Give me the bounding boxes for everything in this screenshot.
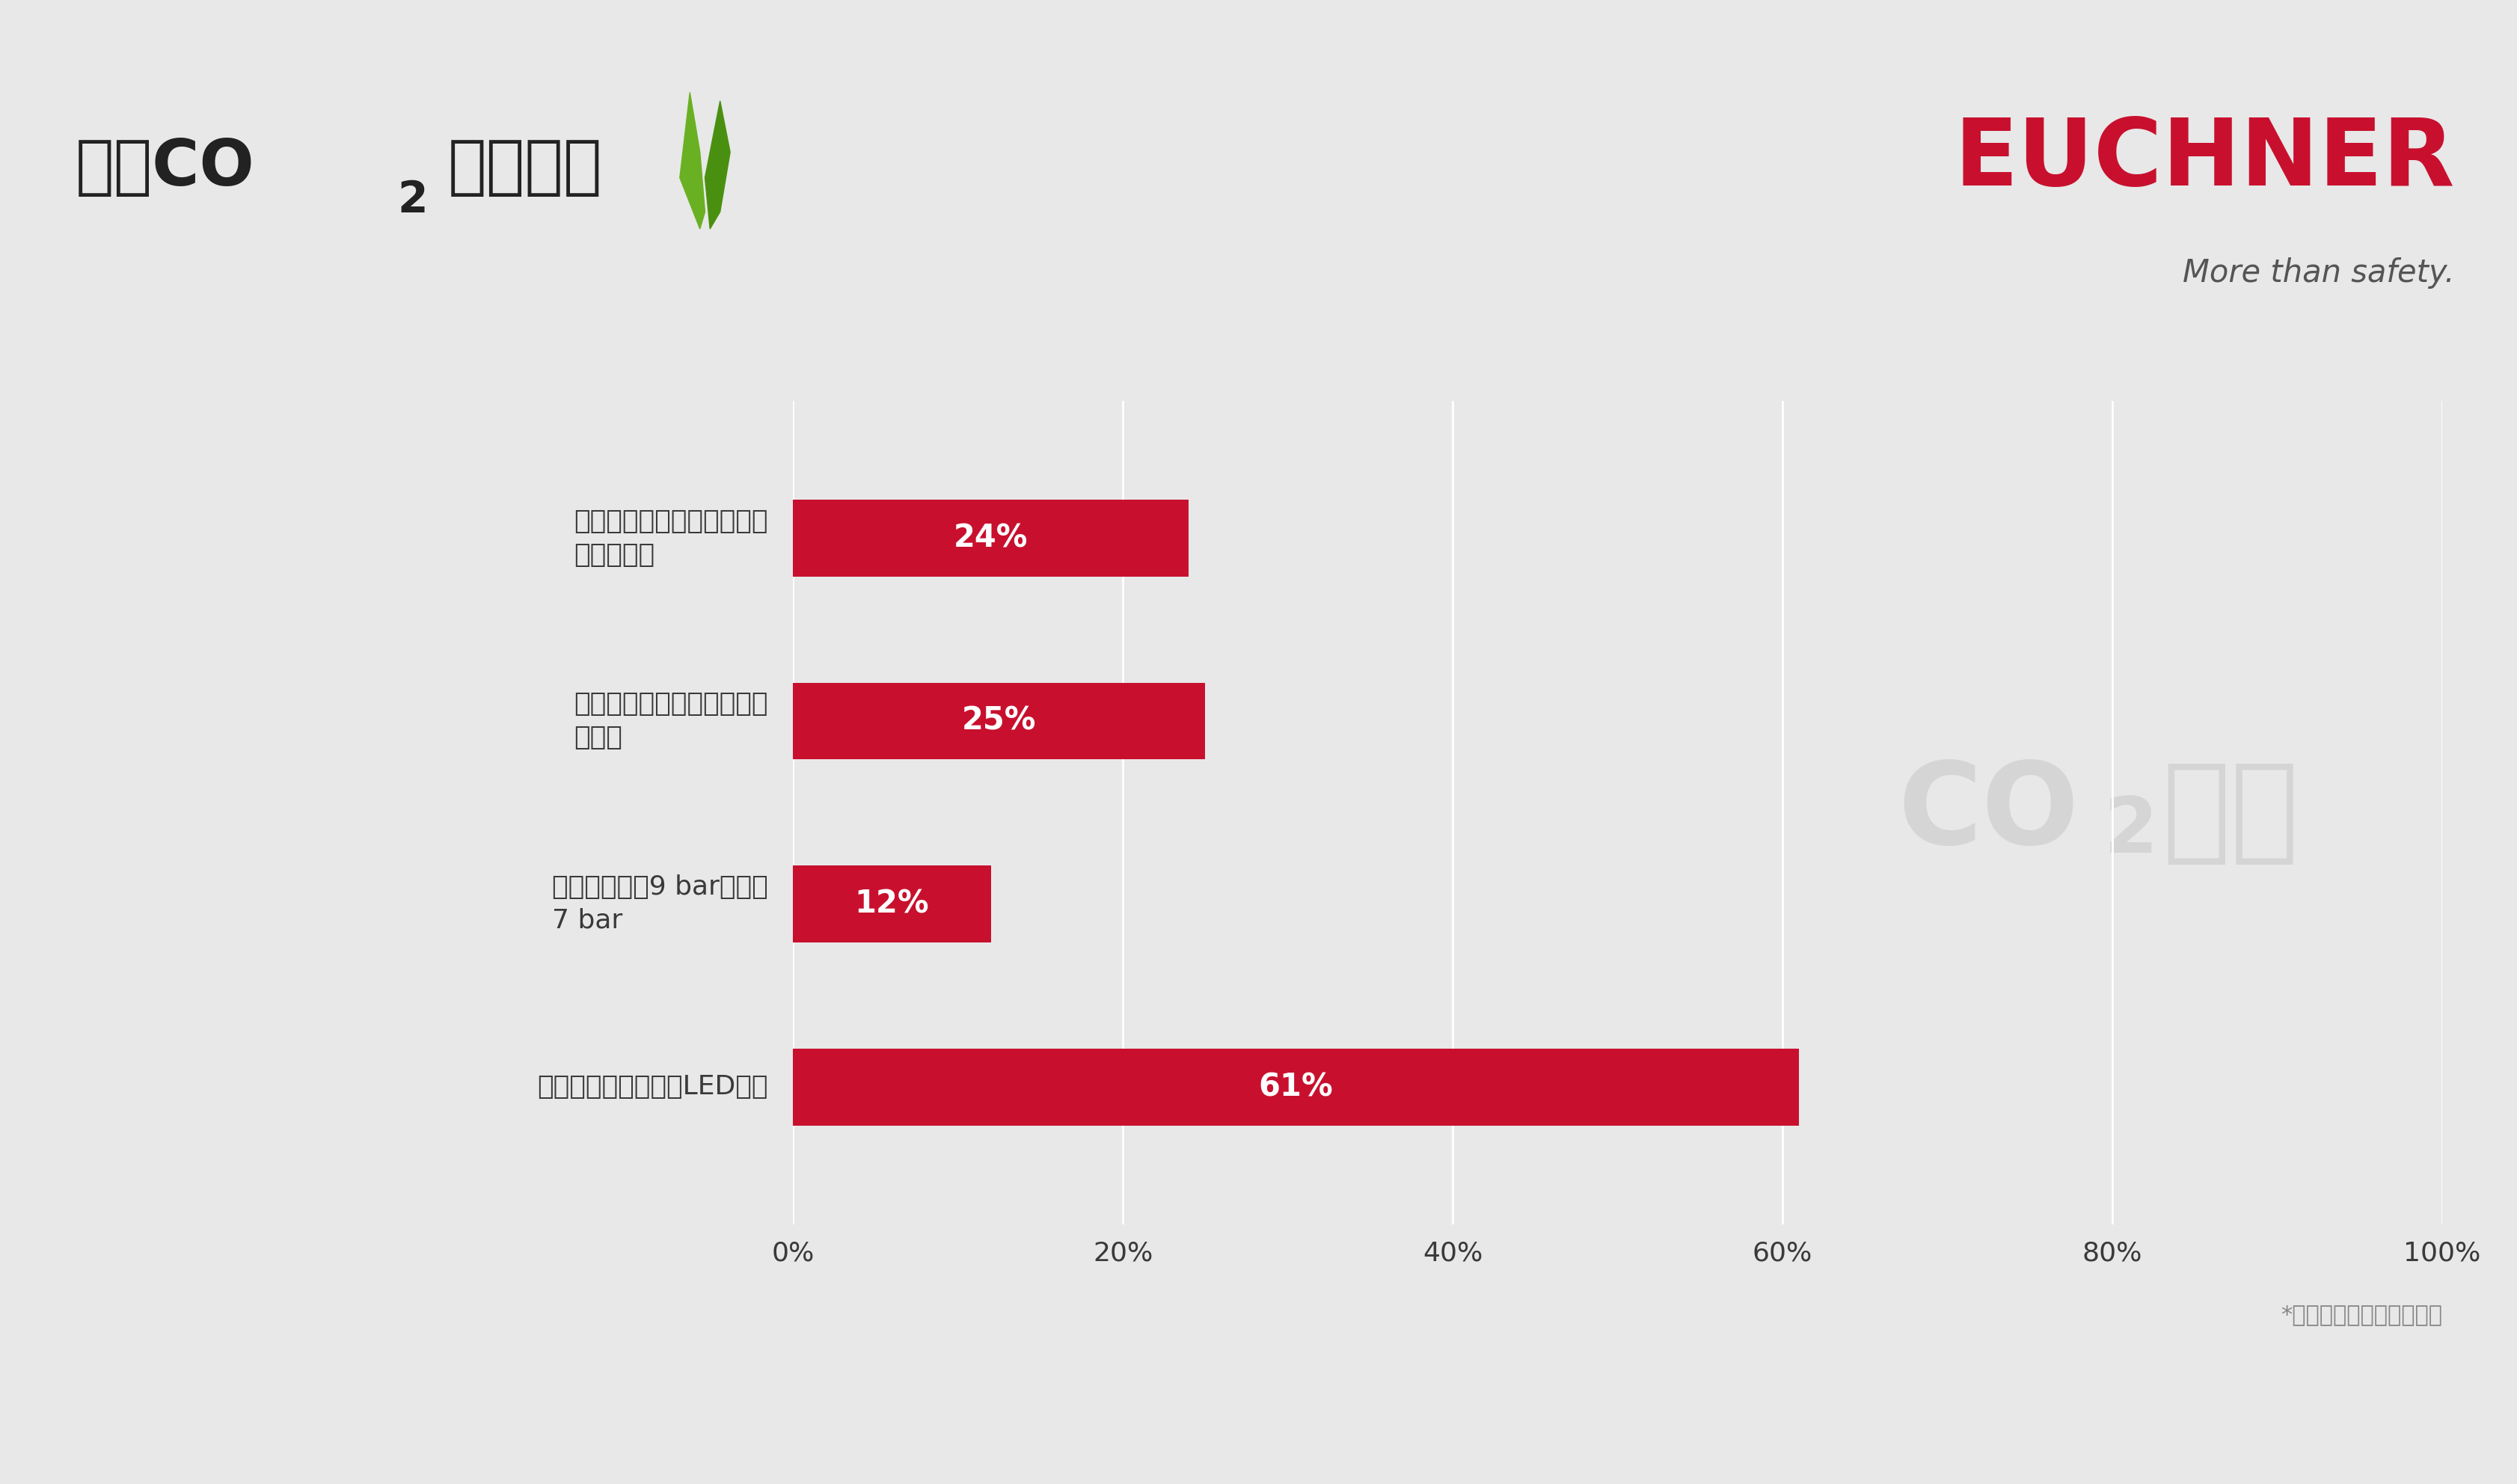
Polygon shape bbox=[705, 101, 730, 229]
Text: 24%: 24% bbox=[954, 522, 1027, 554]
Text: 采用热电联产电站为物流建
筑提供能源: 采用热电联产电站为物流建 筑提供能源 bbox=[574, 509, 768, 567]
Bar bbox=[793, 683, 1206, 760]
Text: 61%: 61% bbox=[1258, 1071, 1334, 1103]
Bar bbox=[793, 865, 992, 942]
Text: 25%: 25% bbox=[961, 705, 1037, 736]
Text: 12%: 12% bbox=[856, 889, 929, 920]
Text: 节约: 节约 bbox=[2162, 757, 2298, 868]
Text: 排放措施: 排放措施 bbox=[448, 137, 602, 199]
Text: EUCHNER: EUCHNER bbox=[1953, 114, 2454, 205]
Text: 2: 2 bbox=[398, 178, 428, 221]
Text: 2: 2 bbox=[2104, 794, 2157, 870]
Bar bbox=[793, 1049, 1800, 1125]
Bar bbox=[793, 500, 1188, 576]
Text: 在生产建筑中使用地热能和
热回收: 在生产建筑中使用地热能和 热回收 bbox=[574, 692, 768, 751]
Text: *与措施实施前的情况相比: *与措施实施前的情况相比 bbox=[2280, 1303, 2441, 1325]
Text: CO: CO bbox=[1898, 757, 2079, 868]
Text: 在物流建筑中转换为LED照明: 在物流建筑中转换为LED照明 bbox=[536, 1074, 768, 1100]
Text: 避免CO: 避免CO bbox=[76, 137, 254, 199]
Text: 将压力水平从9 bar降低到
7 bar: 将压力水平从9 bar降低到 7 bar bbox=[551, 874, 768, 933]
Text: More than safety.: More than safety. bbox=[2182, 257, 2454, 289]
Polygon shape bbox=[680, 92, 705, 229]
